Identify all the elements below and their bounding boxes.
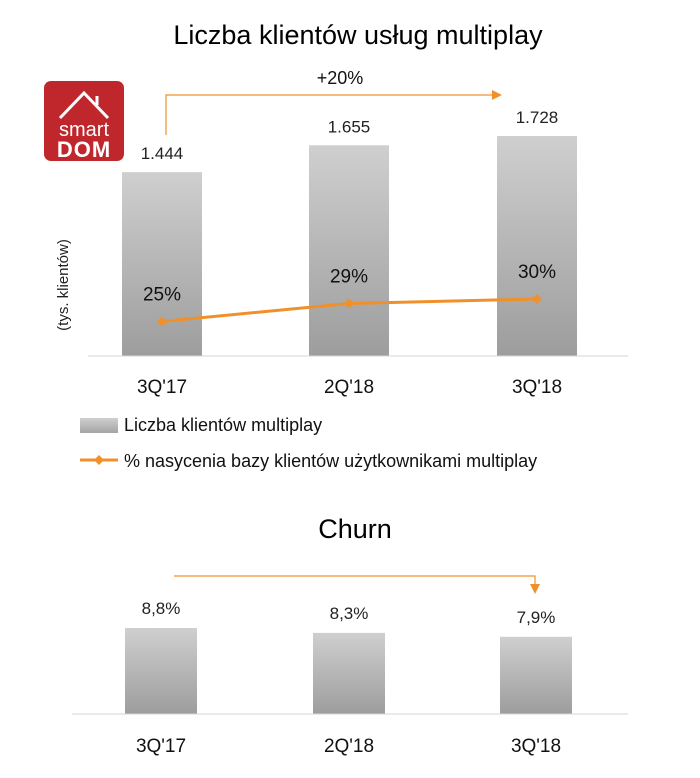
- x-tick-label: 2Q'18: [324, 377, 374, 398]
- bar-churn-1: [313, 632, 385, 714]
- chart-1-labels: 1.444 25% 1.655 29% 1.728 30%: [141, 108, 559, 306]
- bar-clients-1: [309, 145, 389, 356]
- saturation-point-1: [344, 298, 354, 309]
- chart-2-bars: [125, 628, 572, 714]
- saturation-value-label: 29%: [330, 267, 368, 288]
- saturation-value-label: 25%: [143, 285, 181, 306]
- churn-chart: Churn 8,8% 8,3% 7,9% 3Q'17 2Q'18 3Q'18: [72, 514, 628, 757]
- chart-2-labels: 8,8% 8,3% 7,9%: [142, 599, 556, 627]
- x-tick-label: 3Q'17: [136, 736, 186, 757]
- chart-1-legend: Liczba klientów multiplay % nasycenia ba…: [80, 415, 537, 471]
- chart-2-x-ticks: 3Q'17 2Q'18 3Q'18: [136, 736, 561, 757]
- logo-background: [44, 81, 124, 161]
- chart-1-saturation-line: [157, 294, 542, 327]
- legend-bar-label: Liczba klientów multiplay: [124, 415, 322, 435]
- chart-2-title: Churn: [318, 514, 392, 544]
- churn-decline-arrow: [174, 575, 540, 594]
- legend-line-label: % nasycenia bazy klientów użytkownikami …: [124, 451, 537, 471]
- bar-clients-2: [497, 136, 577, 356]
- growth-arrow: [165, 90, 502, 135]
- chart-1-bars: [122, 136, 577, 356]
- bar-clients-0: [122, 172, 202, 356]
- growth-annotation: +20%: [317, 68, 364, 88]
- bar-churn-2: [500, 636, 572, 714]
- saturation-point-0: [157, 316, 167, 327]
- x-tick-label: 2Q'18: [324, 736, 374, 757]
- bar-value-label: 1.728: [516, 108, 559, 127]
- saturation-value-label: 30%: [518, 262, 556, 283]
- multiplay-chart: Liczba klientów usług multiplay (tys. kl…: [55, 20, 628, 471]
- smartdom-logo: smart DOM: [44, 81, 124, 162]
- bar-value-label: 1.444: [141, 144, 184, 163]
- legend-diamond-marker: [94, 455, 104, 465]
- saturation-point-2: [532, 294, 542, 304]
- chart-1-title: Liczba klientów usług multiplay: [173, 20, 543, 50]
- chart-1-x-ticks: 3Q'17 2Q'18 3Q'18: [137, 377, 562, 398]
- x-tick-label: 3Q'18: [512, 377, 562, 398]
- house-roof-icon: [58, 90, 110, 120]
- x-tick-label: 3Q'17: [137, 377, 187, 398]
- churn-value-label: 7,9%: [517, 608, 556, 627]
- bar-churn-0: [125, 628, 197, 714]
- chart-1-y-axis-label: (tys. klientów): [55, 239, 72, 331]
- churn-value-label: 8,8%: [142, 599, 181, 618]
- x-tick-label: 3Q'18: [511, 736, 561, 757]
- logo-text-dom: DOM: [57, 137, 111, 162]
- bar-value-label: 1.655: [328, 117, 371, 136]
- logo-text-smart: smart: [59, 119, 109, 141]
- churn-value-label: 8,3%: [330, 604, 369, 623]
- legend-bar-swatch: [80, 418, 118, 433]
